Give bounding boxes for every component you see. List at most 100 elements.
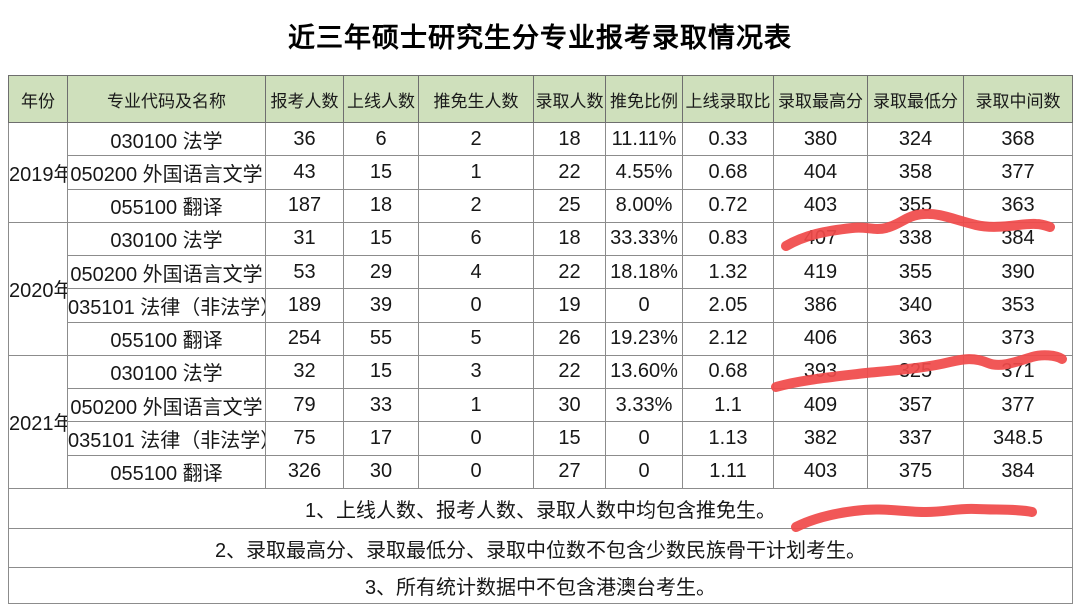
major-cell: 035101 法律（非法学） <box>67 421 266 456</box>
stat-cell: 19.23% <box>605 321 683 356</box>
stat-cell: 324 <box>867 121 964 157</box>
stat-cell: 15 <box>343 354 419 390</box>
table-row: 055100 翻译 254 55 5 26 19.23% 2.12 406 36… <box>9 321 1073 356</box>
stat-cell: 0 <box>605 288 683 323</box>
stat-cell: 340 <box>867 288 964 323</box>
stat-cell: 353 <box>963 288 1073 323</box>
stat-cell: 15 <box>343 221 419 257</box>
table-row: 2021年 030100 法学 32 15 3 22 13.60% 0.68 3… <box>8 354 1073 490</box>
stat-cell: 18 <box>533 221 606 257</box>
stat-cell: 19 <box>533 288 606 323</box>
stat-cell: 403 <box>773 454 868 490</box>
stat-cell: 189 <box>265 288 344 323</box>
footnote-3: 3、所有统计数据中不包含港澳台考生。 <box>8 567 1073 604</box>
table-row: 2020年 030100 法学 31 15 6 18 33.33% 0.83 4… <box>8 221 1073 356</box>
stat-cell: 18.18% <box>605 255 683 290</box>
stat-cell: 2.12 <box>682 321 774 356</box>
stat-cell: 419 <box>773 255 868 290</box>
page-title: 近三年硕士研究生分专业报考录取情况表 <box>288 23 792 53</box>
stat-cell: 406 <box>773 321 868 356</box>
major-cell: 030100 法学 <box>67 221 266 257</box>
stat-cell: 254 <box>265 321 344 356</box>
stat-cell: 1.1 <box>682 388 774 423</box>
footnote-2: 2、录取最高分、录取最低分、录取中位数不包含少数民族骨干计划考生。 <box>8 528 1073 568</box>
stat-cell: 22 <box>533 255 606 290</box>
stat-cell: 373 <box>963 321 1073 356</box>
stat-cell: 363 <box>867 321 964 356</box>
table-row: 035101 法律（非法学） 75 17 0 15 0 1.13 382 337… <box>9 421 1073 456</box>
stat-cell: 393 <box>773 354 868 390</box>
stat-cell: 0.68 <box>682 155 774 190</box>
stat-cell: 6 <box>343 121 419 157</box>
stat-cell: 187 <box>265 188 344 223</box>
col-header-exempt: 推免生人数 <box>418 75 534 123</box>
stat-cell: 0 <box>418 288 534 323</box>
major-cell: 055100 翻译 <box>67 188 266 223</box>
stat-cell: 384 <box>963 221 1073 257</box>
stat-cell: 325 <box>867 354 964 390</box>
stat-cell: 2 <box>418 188 534 223</box>
col-header-exempt-ratio: 推免比例 <box>605 75 683 123</box>
stat-cell: 348.5 <box>963 421 1073 456</box>
stat-cell: 409 <box>773 388 868 423</box>
admissions-table: 年份 专业代码及名称 报考人数 上线人数 推免生人数 录取人数 推免比例 上线录… <box>8 75 1073 604</box>
col-header-above-line: 上线人数 <box>343 75 419 123</box>
stat-cell: 337 <box>867 421 964 456</box>
stat-cell: 36 <box>265 121 344 157</box>
stat-cell: 15 <box>343 155 419 190</box>
stat-cell: 377 <box>963 388 1073 423</box>
stat-cell: 0 <box>418 454 534 490</box>
stat-cell: 355 <box>867 188 964 223</box>
stat-cell: 4.55% <box>605 155 683 190</box>
stat-cell: 0.68 <box>682 354 774 390</box>
col-header-mid-score: 录取中间数 <box>963 75 1073 123</box>
stat-cell: 79 <box>265 388 344 423</box>
stat-cell: 0.83 <box>682 221 774 257</box>
stat-cell: 18 <box>533 121 606 157</box>
major-cell: 055100 翻译 <box>67 454 266 490</box>
stat-cell: 355 <box>867 255 964 290</box>
major-cell: 050200 外国语言文学 <box>67 155 266 190</box>
col-header-min-score: 录取最低分 <box>867 75 964 123</box>
col-header-major: 专业代码及名称 <box>67 75 266 123</box>
stat-cell: 0 <box>605 421 683 456</box>
stat-cell: 30 <box>343 454 419 490</box>
stat-cell: 15 <box>533 421 606 456</box>
stat-cell: 22 <box>533 354 606 390</box>
year-cell: 2020年 <box>8 221 68 356</box>
stat-cell: 25 <box>533 188 606 223</box>
stat-cell: 1 <box>418 388 534 423</box>
stat-cell: 375 <box>867 454 964 490</box>
stat-cell: 403 <box>773 188 868 223</box>
table-row: 050200 外国语言文学 79 33 1 30 3.33% 1.1 409 3… <box>9 388 1073 423</box>
stat-cell: 0.33 <box>682 121 774 157</box>
stat-cell: 338 <box>867 221 964 257</box>
stat-cell: 0 <box>418 421 534 456</box>
header-row: 年份 专业代码及名称 报考人数 上线人数 推免生人数 录取人数 推免比例 上线录… <box>8 75 1073 123</box>
table-row: 2019年 030100 法学 36 6 2 18 11.11% 0.33 38… <box>8 121 1073 223</box>
major-cell: 055100 翻译 <box>67 321 266 356</box>
stat-cell: 22 <box>533 155 606 190</box>
major-cell: 030100 法学 <box>67 121 266 157</box>
year-cell: 2019年 <box>8 122 68 223</box>
stat-cell: 386 <box>773 288 868 323</box>
col-header-applicants: 报考人数 <box>265 75 344 123</box>
stat-cell: 3.33% <box>605 388 683 423</box>
col-header-year: 年份 <box>8 75 68 123</box>
stat-cell: 371 <box>963 354 1073 390</box>
stat-cell: 3 <box>418 354 534 390</box>
year-cell: 2021年 <box>8 354 68 490</box>
col-header-admitted: 录取人数 <box>533 75 606 123</box>
stat-cell: 326 <box>265 454 344 490</box>
major-cell: 050200 外国语言文学 <box>67 388 266 423</box>
major-cell: 030100 法学 <box>67 354 266 390</box>
stat-cell: 31 <box>265 221 344 257</box>
stat-cell: 39 <box>343 288 419 323</box>
stat-cell: 1.11 <box>682 454 774 490</box>
footnote-row: 3、所有统计数据中不包含港澳台考生。 <box>8 567 1073 604</box>
table-row: 055100 翻译 187 18 2 25 8.00% 0.72 403 355… <box>9 188 1073 223</box>
footnote-row: 1、上线人数、报考人数、录取人数中均包含推免生。 <box>8 488 1073 529</box>
stat-cell: 30 <box>533 388 606 423</box>
stat-cell: 380 <box>773 121 868 157</box>
